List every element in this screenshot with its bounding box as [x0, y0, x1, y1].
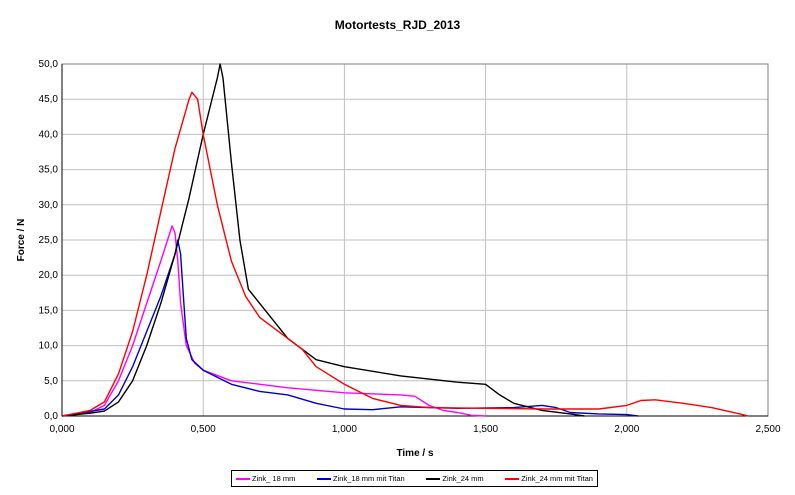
series-line-1	[61, 239, 639, 417]
legend: Zink_ 18 mm Zink_18 mm mit Titan Zink_24 m…	[231, 470, 598, 487]
legend-label: Zink_24 mm	[442, 474, 484, 483]
legend-label: Zink_ 18 mm	[252, 474, 296, 483]
x-tick-label: 2,000	[614, 424, 639, 435]
y-tick-label: 35,0	[39, 165, 59, 176]
series-line-2	[61, 63, 585, 417]
legend-item: Zink_ 18 mm	[236, 474, 295, 483]
y-tick-label: 50,0	[39, 59, 59, 70]
chart-title: Motortests_RJD_2013	[334, 18, 461, 32]
legend-label: Zink_18 mm mit Titan	[333, 474, 405, 483]
x-tick-label: 1,000	[332, 424, 357, 435]
legend-swatch	[505, 477, 520, 480]
series-line-3	[61, 91, 749, 417]
y-tick-label: 25,0	[39, 235, 59, 246]
x-axis-label: Time / s	[396, 448, 433, 459]
x-tick-label: 1,500	[473, 424, 498, 435]
legend-swatch	[426, 477, 441, 480]
y-tick-label: 40,0	[39, 129, 59, 140]
y-tick-label: 20,0	[39, 270, 59, 281]
y-axis-label: Force / N	[16, 219, 27, 262]
legend-swatch	[236, 477, 250, 480]
y-tick-label: 5,0	[44, 376, 58, 387]
y-tick-label: 45,0	[39, 94, 59, 105]
y-tick-label: 10,0	[39, 341, 59, 352]
x-tick-label: 0,000	[49, 424, 74, 435]
legend-item: Zink_18 mm mit Titan	[317, 474, 405, 483]
y-tick-label: 0,0	[44, 411, 58, 422]
x-tick-label: 0,500	[191, 424, 216, 435]
legend-label: Zink_24 mm mit Titan	[521, 474, 593, 483]
y-tick-label: 30,0	[39, 200, 59, 211]
y-tick-label: 15,0	[39, 305, 59, 316]
legend-item: Zink_24 mm	[426, 474, 484, 483]
x-tick-label: 2,500	[755, 424, 780, 435]
legend-item: Zink_24 mm mit Titan	[505, 474, 593, 483]
legend-swatch	[317, 477, 332, 480]
